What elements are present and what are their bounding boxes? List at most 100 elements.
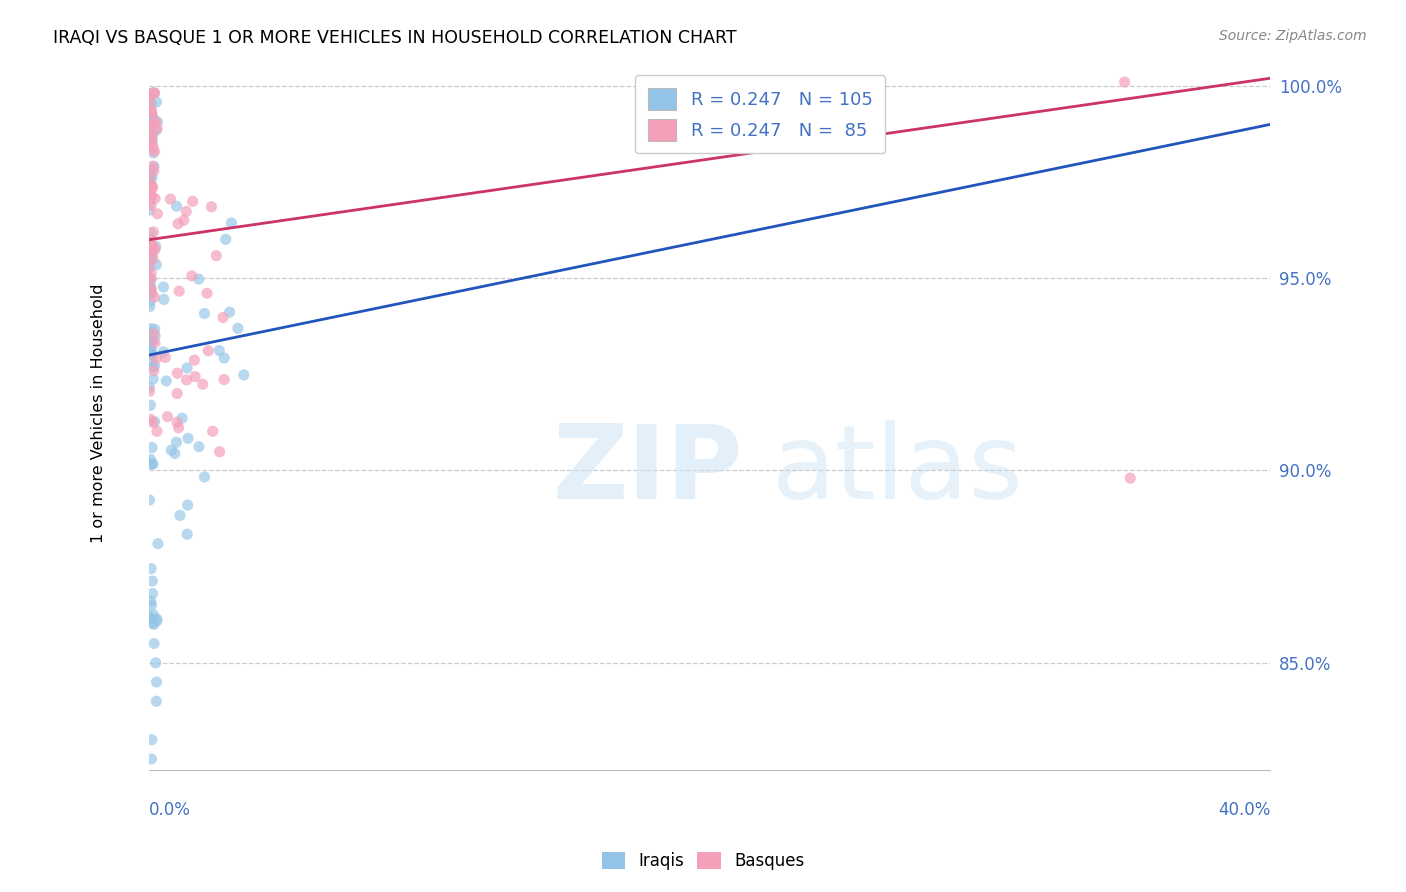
Point — [142, 457, 165, 471]
Text: Source: ZipAtlas.com: Source: ZipAtlas.com — [1219, 29, 1367, 43]
Point — [1119, 471, 1142, 485]
Point — [167, 421, 190, 435]
Point — [138, 128, 160, 142]
Point — [141, 266, 163, 280]
Point — [143, 322, 166, 336]
Text: 1 or more Vehicles in Household: 1 or more Vehicles in Household — [91, 283, 105, 542]
Point — [181, 194, 204, 209]
Point — [142, 334, 165, 348]
Point — [167, 284, 190, 298]
Point — [208, 444, 231, 458]
Point — [143, 160, 166, 174]
Point — [142, 252, 165, 266]
Point — [139, 240, 162, 254]
Point — [166, 366, 188, 380]
Point — [159, 192, 181, 206]
Point — [146, 115, 169, 129]
Point — [141, 105, 163, 120]
Text: IRAQI VS BASQUE 1 OR MORE VEHICLES IN HOUSEHOLD CORRELATION CHART: IRAQI VS BASQUE 1 OR MORE VEHICLES IN HO… — [53, 29, 737, 46]
Point — [142, 415, 165, 429]
Point — [143, 191, 166, 205]
Point — [141, 180, 163, 194]
Point — [142, 617, 165, 632]
Point — [141, 198, 163, 212]
Point — [141, 170, 163, 185]
Point — [218, 305, 240, 319]
Point — [142, 607, 165, 622]
Point — [138, 189, 160, 203]
Point — [139, 172, 162, 186]
Point — [142, 86, 165, 100]
Point — [197, 343, 219, 358]
Point — [142, 145, 165, 160]
Point — [141, 752, 163, 766]
Point — [141, 272, 163, 286]
Point — [176, 527, 198, 541]
Point — [145, 114, 167, 128]
Point — [177, 431, 200, 445]
Point — [141, 352, 163, 367]
Point — [141, 178, 163, 193]
Point — [176, 373, 198, 387]
Point — [145, 675, 167, 690]
Point — [143, 290, 166, 304]
Point — [138, 87, 160, 101]
Point — [141, 598, 163, 612]
Point — [146, 536, 169, 550]
Point — [166, 199, 188, 213]
Point — [142, 245, 165, 260]
Point — [155, 351, 177, 365]
Point — [141, 348, 163, 362]
Point — [142, 364, 165, 378]
Point — [155, 374, 177, 388]
Point — [138, 610, 160, 624]
Point — [138, 380, 160, 394]
Point — [139, 168, 162, 182]
Point — [141, 732, 163, 747]
Point — [139, 105, 162, 120]
Point — [191, 377, 214, 392]
Point — [142, 181, 165, 195]
Point — [176, 498, 198, 512]
Point — [139, 226, 162, 240]
Point — [146, 424, 169, 438]
Point — [141, 133, 163, 147]
Point — [142, 360, 165, 375]
Point — [226, 321, 249, 335]
Point — [145, 656, 167, 670]
Point — [142, 164, 165, 178]
Point — [139, 193, 162, 207]
Point — [143, 86, 166, 100]
Point — [141, 615, 163, 630]
Point — [145, 351, 167, 366]
Point — [142, 372, 165, 386]
Text: 0.0%: 0.0% — [149, 801, 191, 819]
Point — [139, 412, 162, 426]
Point — [141, 333, 163, 347]
Point — [139, 277, 162, 292]
Point — [142, 111, 165, 125]
Point — [187, 272, 209, 286]
Point — [139, 234, 162, 248]
Point — [201, 424, 224, 438]
Point — [141, 239, 163, 253]
Point — [139, 321, 162, 335]
Text: 40.0%: 40.0% — [1218, 801, 1271, 819]
Legend: R = 0.247   N = 105, R = 0.247   N =  85: R = 0.247 N = 105, R = 0.247 N = 85 — [636, 75, 886, 153]
Point — [172, 411, 194, 425]
Point — [141, 189, 163, 203]
Point — [166, 386, 188, 401]
Point — [139, 452, 162, 467]
Point — [139, 189, 162, 203]
Point — [139, 300, 162, 314]
Point — [142, 141, 165, 155]
Point — [138, 176, 160, 190]
Point — [139, 398, 162, 412]
Point — [138, 258, 160, 272]
Point — [143, 636, 166, 650]
Text: ZIP: ZIP — [553, 419, 742, 521]
Point — [143, 328, 166, 343]
Point — [142, 225, 165, 239]
Point — [139, 457, 162, 471]
Point — [146, 207, 169, 221]
